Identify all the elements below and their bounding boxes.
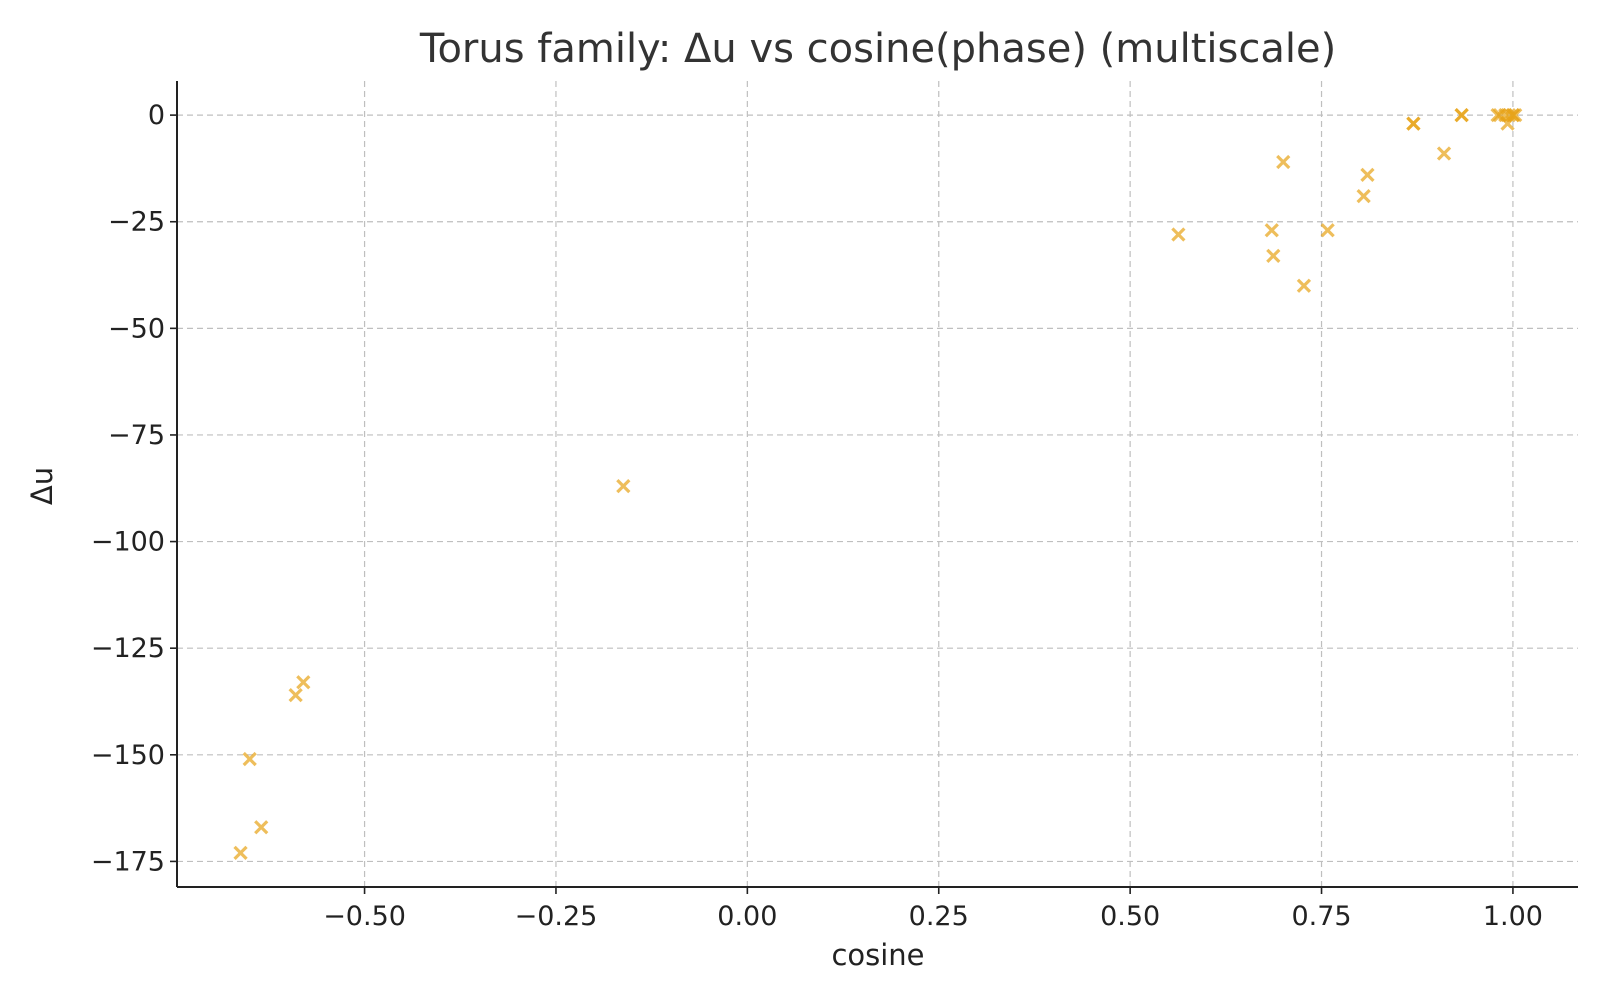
data-point [1454,107,1469,123]
grid-layer [177,81,1578,887]
data-point [1320,223,1335,238]
data-point [242,751,257,767]
y-tick-label: −25 [108,207,165,238]
y-axis-label: Δu [25,467,59,505]
y-tick-label: 0 [148,100,165,131]
data-point [1406,116,1421,131]
data-point [233,845,248,861]
axes [176,81,1578,888]
chart-title: Torus family: Δu vs cosine(phase) (multi… [419,26,1336,72]
data-point [1505,107,1521,123]
data-point [288,687,303,703]
data-point [1264,223,1279,238]
x-tick-label: 0.25 [909,901,969,932]
y-tick-label: −150 [91,740,165,771]
data-point [254,820,269,835]
y-tick-label: −125 [91,633,165,664]
x-tick-label: 0.00 [717,901,777,932]
y-tick-label: −75 [108,420,165,451]
x-tick-label: 0.75 [1291,901,1351,932]
y-tick-label: −175 [91,846,165,877]
x-axis-label: cosine [831,938,924,972]
data-point [1508,107,1523,123]
data-point [1276,154,1291,170]
tick-labels: −0.50 −0.25 0.00 0.25 0.50 0.75 1.00 0 −25 −50 −75… [91,100,1543,932]
y-tick-label: −100 [91,527,165,558]
data-point [1436,146,1452,161]
data-point [1360,167,1375,182]
y-tick-label: −50 [108,313,165,344]
x-tick-label: −0.25 [515,901,598,932]
data-point [296,675,311,690]
x-tick-label: 1.00 [1483,901,1543,932]
data-points [233,107,1523,861]
data-point [1356,189,1371,204]
data-point [1296,278,1312,293]
data-point [616,479,631,494]
data-point [1266,248,1281,263]
x-tick-label: 0.50 [1100,901,1160,932]
x-tick-label: −0.50 [323,901,406,932]
data-point [1171,227,1186,242]
